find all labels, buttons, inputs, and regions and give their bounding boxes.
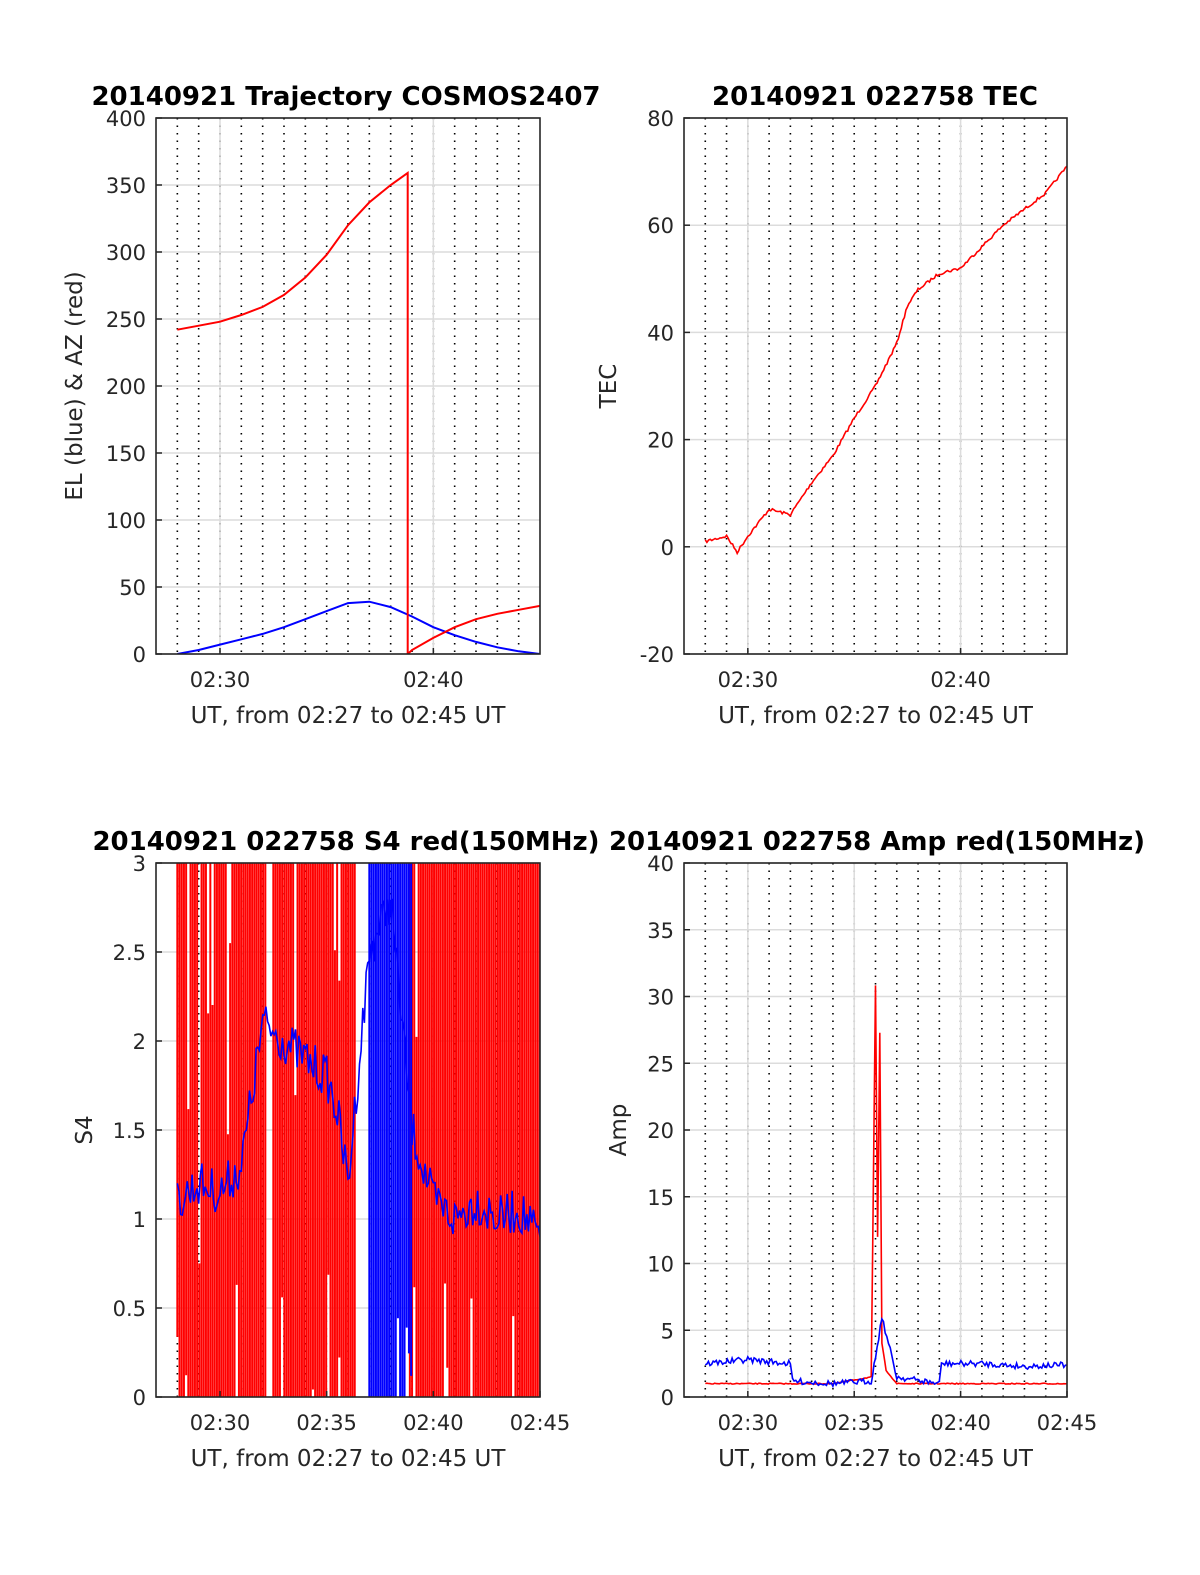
y-tick-label: 40 <box>647 852 674 876</box>
x-axis-label: UT, from 02:27 to 02:45 UT <box>718 703 1034 729</box>
y-tick-label: 10 <box>647 1253 674 1277</box>
chart-amp: 0 5 10 15 20 25 30 35 40 02:30 02:35 02:40 02:45 2014… <box>606 827 1145 1472</box>
x-tick-label: 02:30 <box>718 1411 779 1435</box>
x-tick-label: 02:30 <box>190 668 251 692</box>
chart-title: 20140921 Trajectory COSMOS2407 <box>91 82 600 112</box>
y-tick-label: 0 <box>661 1386 674 1410</box>
plot-area <box>176 863 540 1397</box>
y-tick-label: 50 <box>119 576 146 600</box>
y-tick-label: 0 <box>133 643 146 667</box>
x-axis-label: UT, from 02:27 to 02:45 UT <box>718 1446 1034 1472</box>
y-tick-label: 400 <box>106 107 146 131</box>
y-tick-label: 25 <box>647 1052 674 1076</box>
series-red-line <box>705 985 1067 1386</box>
y-axis-label: TEC <box>596 364 622 410</box>
series-red-line <box>177 170 540 654</box>
plot-area <box>704 985 1067 1389</box>
y-tick-label: 350 <box>106 174 146 198</box>
x-tick-label: 02:30 <box>718 668 779 692</box>
x-tick-label: 02:30 <box>190 1411 251 1435</box>
y-tick-label: 1 <box>133 1208 146 1232</box>
y-tick-label: 0.5 <box>113 1297 146 1321</box>
y-tick-label: 20 <box>647 429 674 453</box>
series-blue-line <box>176 898 540 1237</box>
x-tick-label: 02:40 <box>403 668 464 692</box>
chart-tec: -20 0 20 40 60 80 02:30 02:40 20140921 022758 TE… <box>596 82 1068 729</box>
y-tick-label: 100 <box>106 509 146 533</box>
chart-title: 20140921 022758 TEC <box>712 82 1038 112</box>
x-axis-label: UT, from 02:27 to 02:45 UT <box>191 703 507 729</box>
y-tick-label: 40 <box>647 321 674 345</box>
y-tick-label: 0 <box>133 1386 146 1410</box>
y-tick-label: 60 <box>647 214 674 238</box>
x-tick-label: 02:45 <box>510 1411 571 1435</box>
chart-title: 20140921 022758 S4 red(150MHz) <box>92 827 599 857</box>
y-tick-label: 15 <box>647 1186 674 1210</box>
x-tick-label: 02:40 <box>403 1411 464 1435</box>
y-tick-label: 80 <box>647 107 674 131</box>
x-tick-label: 02:40 <box>930 1411 991 1435</box>
axes-box <box>683 117 1068 655</box>
series-blue-line <box>177 600 540 654</box>
x-tick-label: 02:40 <box>930 668 991 692</box>
y-tick-label: 200 <box>106 375 146 399</box>
x-axis-label: UT, from 02:27 to 02:45 UT <box>191 1446 507 1472</box>
y-tick-label: 5 <box>661 1319 674 1343</box>
y-tick-label: 250 <box>106 308 146 332</box>
chart-title: 20140921 022758 Amp red(150MHz) <box>609 827 1145 857</box>
y-axis-label: Amp <box>606 1104 632 1157</box>
y-tick-label: 35 <box>647 919 674 943</box>
x-tick-label: 02:35 <box>824 1411 885 1435</box>
series-red-line <box>704 165 1067 556</box>
x-tick-label: 02:35 <box>296 1411 357 1435</box>
y-tick-label: 150 <box>106 442 146 466</box>
plot-area <box>177 170 540 654</box>
y-tick-label: 0 <box>661 536 674 560</box>
x-tick-label: 02:45 <box>1037 1411 1098 1435</box>
plot-area <box>704 165 1067 556</box>
y-axis-label: S4 <box>72 1115 98 1144</box>
chart-trajectory: 0 50 100 150 200 250 300 350 400 02:30 02:40 201409… <box>62 82 601 729</box>
series-blue-line <box>704 1317 1067 1389</box>
y-tick-label: 3 <box>133 852 146 876</box>
y-tick-label: 2.5 <box>113 941 146 965</box>
y-tick-label: -20 <box>640 643 674 667</box>
y-tick-label: 2 <box>133 1030 146 1054</box>
y-tick-label: 30 <box>647 986 674 1010</box>
y-tick-label: 300 <box>106 241 146 265</box>
chart-s4: 0 0.5 1 1.5 2 2.5 3 02:30 02:35 02:40 02:45 2014092… <box>72 827 600 1472</box>
y-tick-label: 20 <box>647 1119 674 1143</box>
y-tick-label: 1.5 <box>113 1119 146 1143</box>
y-axis-label: EL (blue) & AZ (red) <box>62 271 88 500</box>
